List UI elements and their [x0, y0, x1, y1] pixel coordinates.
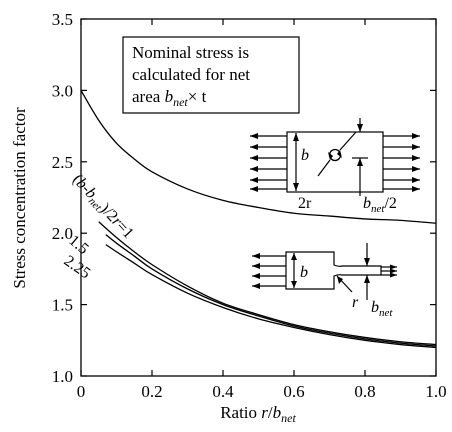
left-tension-arrows	[250, 133, 287, 192]
y-tick-label: 2.0	[52, 224, 73, 243]
axis-ticks: 0 0.2 0.4 0.6 0.8 1.0 1.0 1.5 2.0 2.5 3.0 3.5	[52, 10, 447, 401]
curve-ratio-1.5	[105, 234, 437, 347]
curve-ratio-1	[98, 221, 437, 346]
plate-with-hole-diagram: b 2r bnet/2	[250, 118, 420, 215]
curve-ratio-2.25	[105, 244, 437, 349]
right-arrows-bar	[381, 264, 397, 278]
bar-bnet-label: bnet	[371, 299, 393, 319]
stepped-bar-diagram: b r bnet	[252, 243, 397, 319]
x-tick-label: 0.8	[354, 382, 375, 401]
annotation-line-1: Nominal stress is	[132, 43, 249, 62]
x-axis-title: Ratio r/bnet	[220, 403, 296, 425]
x-tick-label: 1.0	[425, 382, 446, 401]
plate-rect	[286, 131, 384, 193]
y-tick-label: 3.0	[52, 81, 73, 100]
x-tick-label: 0	[77, 382, 86, 401]
annotation-line-2: calculated for net	[132, 65, 250, 84]
curve-hole	[80, 90, 437, 224]
bar-b-label: b	[300, 264, 308, 281]
annotation-box: Nominal stress is calculated for net are…	[122, 36, 300, 114]
annotation-line-3: area bnet× t	[132, 87, 207, 109]
hole-2r-label: 2r	[298, 195, 312, 212]
bar-r-label: r	[352, 294, 359, 311]
curves	[80, 90, 437, 349]
y-axis-title: Stress concentration factor	[10, 107, 29, 289]
right-tension-arrows	[383, 133, 420, 192]
hole-bnet-half-label: bnet/2	[363, 195, 397, 215]
plot-frame	[80, 18, 437, 377]
x-tick-label: 0.2	[141, 382, 162, 401]
y-tick-label: 1.5	[52, 296, 73, 315]
x-tick-label: 0.6	[283, 382, 304, 401]
curve-label-ratio-2-25: 2.25	[61, 252, 94, 282]
hole-plate-b-label: b	[301, 147, 309, 164]
y-tick-label: 3.5	[52, 10, 73, 29]
left-arrows-bar	[252, 253, 286, 289]
x-tick-label: 0.4	[212, 382, 234, 401]
y-tick-label: 1.0	[52, 367, 73, 386]
y-tick-label: 2.5	[52, 153, 73, 172]
